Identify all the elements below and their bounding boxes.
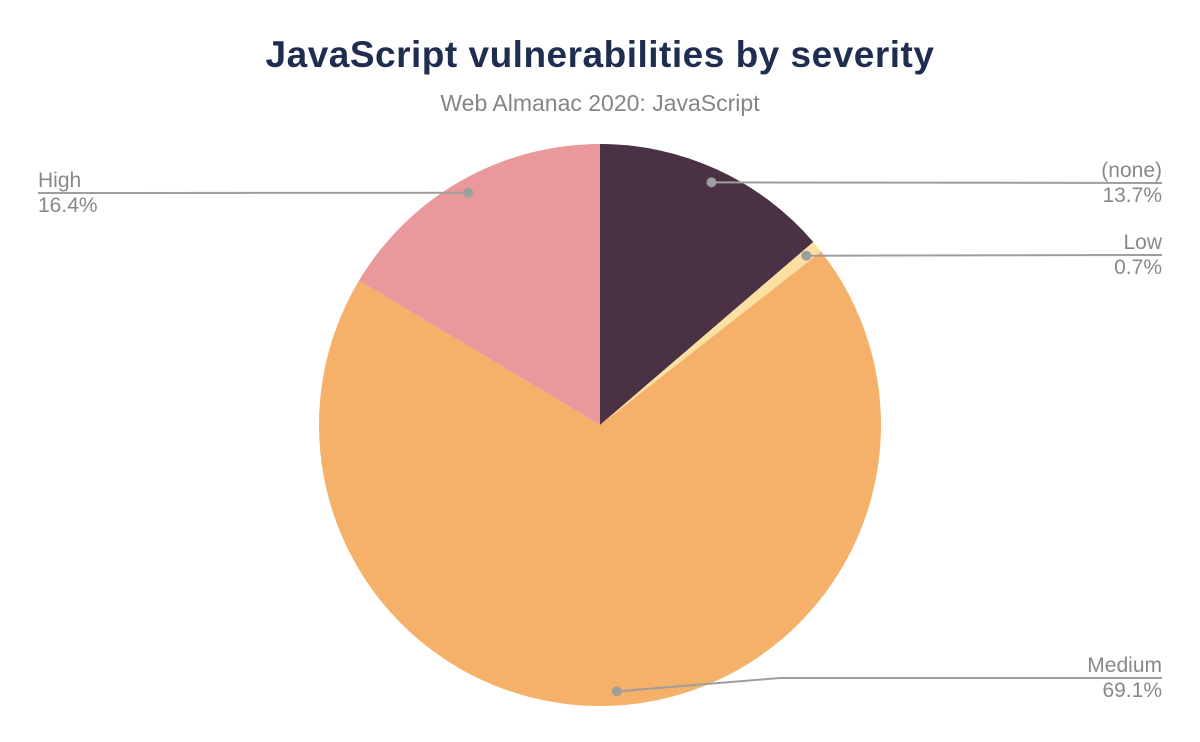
pie-slice-3[interactable] — [358, 144, 600, 425]
leader-dot-0 — [706, 177, 717, 188]
callout-none-label: (none) — [1101, 159, 1162, 182]
callout-high: High 16.4% — [38, 168, 98, 218]
callout-high-value: 16.4% — [38, 194, 98, 217]
leader-dot-2 — [611, 686, 622, 697]
leader-line-2 — [616, 677, 1162, 693]
chart-subtitle: Web Almanac 2020: JavaScript — [440, 90, 760, 116]
leader-dot-1 — [801, 250, 812, 261]
pie-slice-0[interactable] — [600, 144, 814, 425]
callout-medium-label: Medium — [1087, 654, 1162, 677]
callout-low-label: Low — [1123, 231, 1162, 254]
leader-dot-3 — [463, 187, 474, 198]
callout-none: (none) 13.7% — [1101, 158, 1162, 208]
chart-title: JavaScript vulnerabilities by severity — [265, 34, 935, 75]
leader-line-1 — [806, 254, 1163, 257]
callout-medium-value: 69.1% — [1102, 679, 1162, 702]
callout-low-value: 0.7% — [1114, 256, 1162, 279]
callout-none-value: 13.7% — [1102, 184, 1162, 207]
callout-low: Low 0.7% — [1114, 230, 1162, 280]
callout-medium: Medium 69.1% — [1087, 653, 1162, 703]
pie-slice-1[interactable] — [600, 242, 822, 425]
leader-line-0 — [711, 181, 1163, 184]
callout-high-label: High — [38, 169, 82, 192]
pie-slice-2[interactable] — [319, 251, 882, 707]
